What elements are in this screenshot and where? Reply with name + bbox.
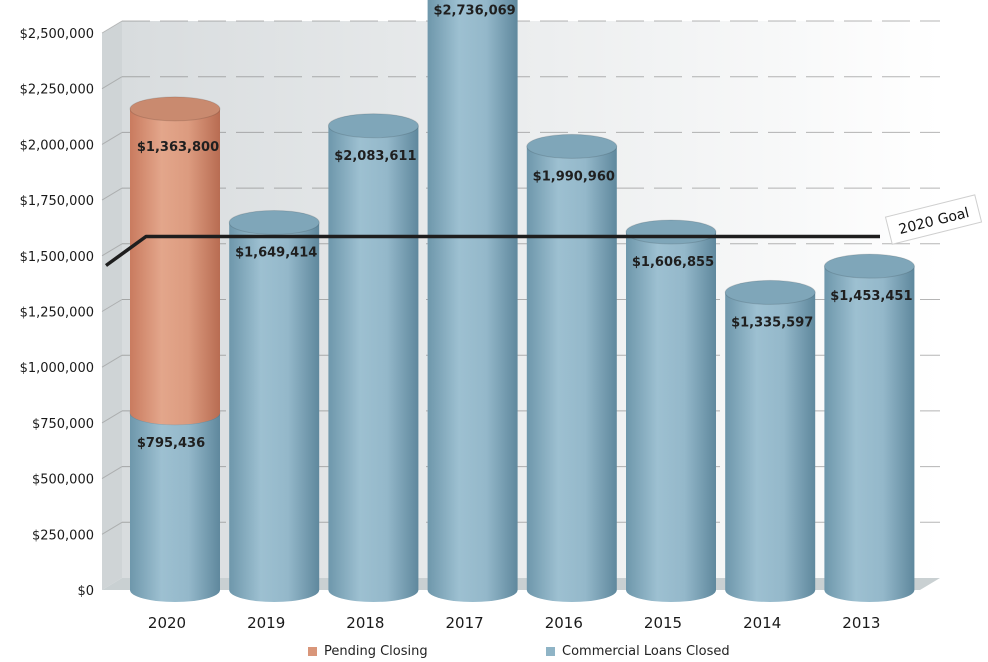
bar-pending-2020-top	[129, 96, 221, 122]
gridline-side	[101, 354, 123, 368]
gridline-side	[101, 521, 123, 535]
y-tick-label: $2,000,000	[20, 138, 94, 153]
gridline-side	[101, 466, 123, 480]
data-label-commercial: $1,335,597	[731, 315, 813, 330]
bar-commercial-2019	[228, 210, 320, 602]
legend: Pending Closing Commercial Loans Closed	[300, 644, 800, 662]
gridline-side	[101, 410, 123, 424]
x-tick-label: 2020	[148, 614, 186, 632]
bar-pending-2020-body	[130, 108, 220, 425]
x-tick-label: 2016	[545, 614, 583, 632]
bar-commercial-2018-top	[327, 113, 419, 139]
bar-commercial-2019-body	[229, 222, 320, 602]
bar-commercial-2013-top	[823, 253, 915, 279]
bar-commercial-2018	[327, 113, 419, 602]
y-tick-label: $2,500,000	[20, 27, 94, 42]
goal-line	[104, 234, 880, 267]
y-tick-label: $1,500,000	[20, 250, 94, 265]
bar-commercial-2020-body	[130, 412, 220, 602]
bar-commercial-2014	[724, 279, 816, 602]
data-label-commercial: $1,649,414	[235, 246, 317, 261]
gridline-side	[101, 76, 123, 90]
gridline-side	[101, 187, 123, 201]
bar-commercial-2016	[526, 133, 618, 602]
bar-commercial-2018-body	[328, 125, 419, 602]
data-label-commercial: $795,436	[137, 436, 205, 451]
data-label-commercial: $2,736,069	[433, 3, 515, 18]
bar-commercial-2020	[129, 400, 221, 602]
data-label-commercial: $2,083,611	[334, 149, 416, 164]
bar-pending-2020	[129, 96, 221, 425]
y-tick-label: $500,000	[32, 473, 94, 488]
x-tick-label: 2013	[842, 614, 880, 632]
bar-commercial-2015	[625, 219, 717, 602]
bar-commercial-2013	[823, 253, 915, 602]
x-tick-label: 2019	[247, 614, 285, 632]
x-tick-label: 2017	[446, 614, 484, 632]
x-tick-label: 2014	[743, 614, 781, 632]
bar-commercial-2016-body	[526, 146, 617, 602]
legend-item-pending: Pending Closing	[308, 644, 428, 659]
gridline-side	[101, 299, 123, 312]
legend-label-pending: Pending Closing	[324, 644, 428, 659]
y-tick-label: $1,250,000	[20, 306, 94, 321]
y-tick-label: $0	[77, 584, 94, 599]
gridline-side	[101, 131, 123, 145]
x-tick-label: 2015	[644, 614, 682, 632]
y-tick-label: $250,000	[32, 528, 94, 543]
gridline-side	[101, 243, 123, 257]
gridline-side	[101, 20, 123, 34]
legend-swatch-pending	[308, 647, 317, 656]
legend-label-commercial: Commercial Loans Closed	[562, 644, 730, 659]
y-tick-label: $750,000	[32, 417, 94, 432]
data-label-pending: $1,363,800	[137, 140, 219, 155]
legend-swatch-commercial	[546, 647, 555, 656]
bar-commercial-2017	[427, 0, 518, 602]
y-tick-label: $2,250,000	[20, 83, 94, 98]
bar-commercial-2017-body	[427, 0, 518, 602]
legend-item-commercial: Commercial Loans Closed	[546, 644, 730, 659]
bar-commercial-2014-body	[725, 292, 816, 602]
goal-label-bg	[884, 194, 983, 245]
x-tick-label: 2018	[346, 614, 384, 632]
bar-commercial-2019-top	[228, 210, 320, 236]
data-label-commercial: $1,453,451	[830, 289, 912, 304]
bar-commercial-2014-top	[724, 279, 816, 305]
bar-commercial-2016-top	[526, 133, 618, 159]
bar-commercial-2015-body	[626, 231, 716, 602]
data-label-commercial: $1,990,960	[533, 169, 615, 184]
y-tick-label: $1,750,000	[20, 194, 94, 209]
data-label-commercial: $1,606,855	[632, 255, 714, 270]
bar-commercial-2015-top	[625, 219, 717, 245]
bar-commercial-2013-body	[824, 266, 915, 602]
y-tick-label: $1,000,000	[20, 361, 94, 376]
